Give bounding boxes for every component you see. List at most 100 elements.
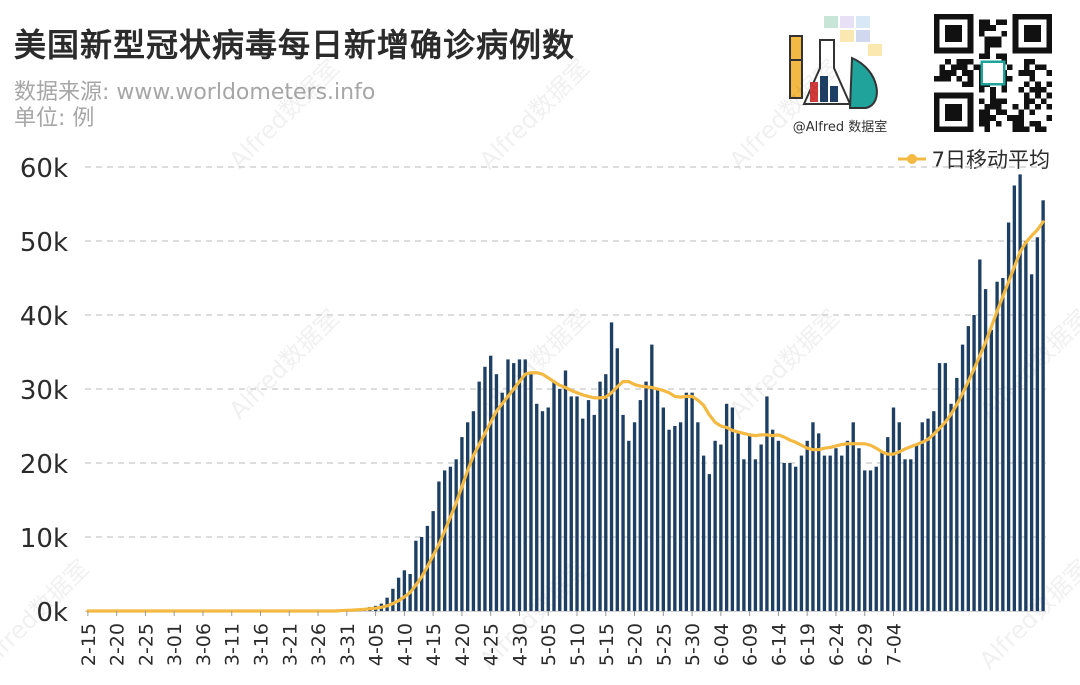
qr-module [1023,126,1030,132]
qr-module [967,75,974,82]
bar [592,414,596,611]
qr-module [1012,120,1019,127]
watermark-text: Alfred数据室 [224,304,345,425]
x-tick-label: 5-10 [567,623,589,666]
qr-module [1035,103,1041,110]
x-tick-label: 6-04 [711,623,733,666]
qr-module [973,64,979,71]
bar [851,422,855,611]
qr-module [984,120,991,127]
x-tick-label: 3-01 [164,623,186,666]
x-tick-label: 6-29 [855,623,877,666]
bar [897,422,901,611]
bar [500,392,504,611]
qr-module [995,53,1002,59]
bar [932,411,936,611]
qr-module [945,75,951,82]
x-tick-label: 4-25 [481,623,503,666]
x-tick-label: 3-11 [222,623,244,666]
qr-module [1023,81,1030,88]
qr-module [1007,64,1013,71]
bar [955,377,959,611]
y-axis: 0k 10k 20k 30k 40k 50k 60k [20,154,68,628]
qr-module [995,98,1002,104]
legend-line-swatch [897,154,926,164]
bar [448,466,453,611]
bar [632,422,637,611]
bar [673,426,677,611]
x-tick-label: 6-24 [826,623,848,666]
qr-module [1040,98,1047,104]
qr-module [1029,120,1036,127]
qr-module [978,19,985,26]
moving-average-line [86,220,1045,613]
qr-module [939,70,946,76]
bar [546,407,550,611]
bar [638,400,642,611]
unit-label: 单位: 例 [14,106,95,131]
qr-module [962,64,968,71]
y-tick-label: 20k [20,450,68,480]
qr-module [984,25,991,31]
bar [747,433,752,611]
qr-module [1040,126,1047,132]
qr-module [984,53,991,59]
bar [414,540,418,611]
qr-module [1040,64,1047,71]
bar [828,455,832,611]
moving-average-series [86,220,1045,613]
x-tick-label: 5-30 [682,623,704,666]
qr-module [1029,70,1036,76]
qr-module [1023,103,1030,110]
qr-module [1029,75,1036,82]
bar [770,429,775,611]
bar [891,407,896,611]
qr-module [1029,58,1036,65]
bar [782,463,786,611]
bar [776,440,781,611]
x-tick-label: 4-15 [423,623,445,666]
qr-module [1046,70,1052,76]
qr-module [962,58,968,65]
bar [995,281,999,611]
x-tick-label: 5-05 [538,623,560,666]
bar [644,381,648,611]
qr-center-logo [980,60,1006,86]
bar [512,363,516,611]
bar [701,455,706,611]
legend: 7日移动平均 [897,144,1050,174]
bar [926,418,930,611]
bar [431,511,435,611]
bar [609,322,614,611]
bar [494,374,499,611]
qr-module [1035,81,1041,88]
qr-module [1001,53,1008,59]
bar [523,359,527,611]
qr-module [1046,115,1052,121]
qr-module [1035,92,1041,99]
x-tick-label: 4-10 [394,623,416,666]
bar [937,363,942,611]
bar [690,392,694,611]
qr-module [1012,115,1019,121]
qr-module [1046,103,1052,110]
x-tick-label: 4-20 [452,623,474,666]
bar [966,326,970,611]
bar [874,466,878,611]
bar [627,440,631,611]
bar [1001,278,1005,611]
x-tick-label: 2-25 [135,623,157,666]
bar [454,459,458,611]
qr-module [990,36,996,43]
x-tick-label: 6-09 [740,623,762,666]
x-tick-label: 2-20 [107,623,129,666]
qr-module [990,115,996,121]
bar [655,389,660,611]
bar [598,381,602,611]
qr-module [1001,19,1008,26]
bar [529,374,533,611]
qr-module [978,30,985,37]
x-tick-label: 3-16 [251,623,273,666]
bar [517,359,522,611]
